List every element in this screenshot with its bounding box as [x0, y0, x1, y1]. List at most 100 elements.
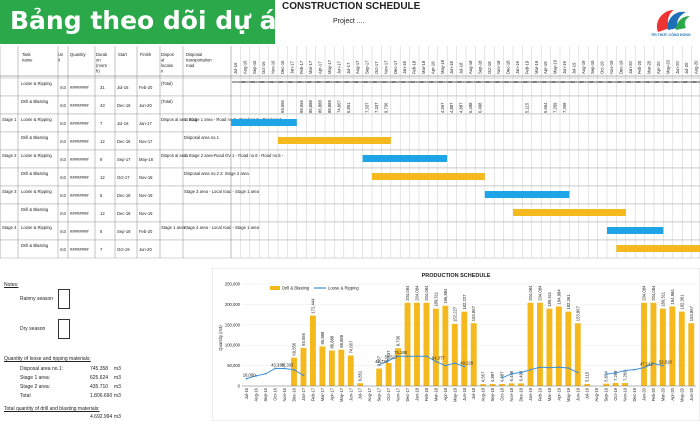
dry-season-swatch — [58, 319, 70, 339]
row-duration: 9 — [100, 157, 103, 162]
bar-drill — [546, 308, 553, 386]
row-finish: Jan-17 — [139, 121, 152, 126]
line-point — [463, 365, 466, 368]
x-tick-label: Mar-19 — [547, 387, 552, 401]
x-tick-label: Jun-18 — [462, 387, 467, 400]
bar-drill — [461, 311, 468, 386]
line-point — [444, 364, 447, 367]
row-start: Sep-19 — [117, 229, 131, 234]
row-start: Oct-17 — [117, 175, 130, 180]
bar-value-label: 7,337 — [377, 355, 382, 366]
row-duration: 43 — [100, 103, 105, 108]
table-row — [0, 185, 700, 205]
header-task-label: Task — [22, 52, 32, 57]
month-header: Jun-17 — [336, 61, 341, 74]
row-finish: Nov-19 — [139, 211, 153, 216]
month-hash: ######## — [458, 80, 472, 84]
qty-line-label: Stage 2 area: — [20, 384, 51, 390]
bar-value-label: 4,567 — [481, 371, 486, 382]
bar-drill — [414, 302, 420, 386]
bar-drill — [404, 302, 411, 386]
month-header: Nov-17 — [383, 60, 388, 74]
y-tick-label: 0 — [238, 384, 241, 389]
bar-drill — [508, 383, 515, 386]
line-point — [567, 367, 570, 369]
row-finish: May-18 — [139, 157, 154, 162]
x-tick-label: Jul-16 — [244, 387, 249, 399]
month-header: Dec-16 — [280, 60, 285, 74]
row-unit: m3 — [60, 85, 66, 90]
month-total: 74,667 — [336, 100, 341, 113]
month-header: Jan-17 — [289, 61, 294, 74]
bar-value-label: 6,498 — [519, 370, 524, 381]
table-row — [0, 167, 700, 187]
bar-value-label: 204,084 — [414, 285, 419, 301]
line-point — [643, 366, 645, 369]
row-task: Drill & Blasting — [21, 207, 49, 212]
bar-value-label: 182,361 — [679, 294, 684, 310]
row-task: Drill & Blasting — [21, 171, 49, 176]
x-tick-label: Feb-20 — [651, 387, 656, 401]
schedule-table: Task name Un it Quantity Durati on (mont h) Start… — [0, 46, 700, 264]
bar-drill — [338, 349, 345, 386]
line-point — [406, 355, 409, 358]
line-point — [453, 362, 456, 365]
notes-label: Notes: — [4, 282, 19, 288]
month-hash: ######## — [260, 80, 274, 84]
x-tick-label: Dec-19 — [632, 387, 637, 401]
legend-label: Drill & Blasting — [282, 286, 310, 291]
bar-drill — [310, 315, 316, 386]
x-tick-label: Oct-18 — [500, 387, 505, 400]
row-qty: ######## — [70, 139, 89, 144]
month-total: 6,851 — [346, 102, 351, 113]
bar-drill — [451, 323, 458, 386]
row-disposal: Stage 1 area — [161, 225, 186, 230]
bar-drill — [357, 383, 364, 386]
qty-line-value: 435.710 — [90, 384, 109, 390]
bar-value-label: 7,269 — [623, 370, 628, 381]
y-tick-label: 100,000 — [225, 343, 241, 348]
line-point — [387, 359, 390, 362]
bar-drill — [395, 348, 401, 386]
qty-line-label: Total — [20, 393, 31, 399]
bar-value-label: 5,115 — [585, 371, 590, 382]
month-hash: ######## — [561, 80, 575, 84]
row-duration: 6 — [100, 229, 103, 234]
header-dispo-label: al — [161, 58, 164, 63]
line-point — [605, 373, 608, 376]
month-header: Jul-18 — [459, 62, 464, 74]
header-unit-label: Un — [58, 52, 64, 57]
gantt-bar — [231, 119, 297, 126]
banner-title: Bảng theo dõi dự án — [10, 6, 295, 35]
month-hash: ######## — [467, 80, 481, 84]
month-hash: ######## — [439, 80, 453, 84]
x-tick-label: Feb-18 — [424, 387, 429, 401]
month-header: Aug-20 — [694, 60, 699, 74]
month-total: 4,567 — [440, 102, 445, 113]
row-qty: ######## — [70, 103, 89, 108]
qty-line-value: 745.358 — [90, 366, 109, 372]
row-qty: ######## — [70, 121, 89, 126]
x-tick-label: Apr-20 — [670, 387, 675, 400]
qty-line-unit: m3 — [114, 384, 121, 390]
row-qty: ######## — [70, 175, 89, 180]
header-dur-label: h) — [96, 69, 100, 74]
row-finish: Nov-18 — [139, 175, 153, 180]
bar-value-label: 172,444 — [310, 298, 315, 314]
chart-ylabel: Quantity (m3) — [218, 325, 223, 351]
x-tick-label: Aug-17 — [367, 387, 372, 401]
row-route: Disposal area no.2 2: Stage 2 area — [184, 171, 249, 176]
production-chart: PRODUCTION SCHEDULE Quantity (m3) 0 50,000 1… — [211, 267, 700, 422]
row-unit: m3 — [60, 229, 66, 234]
bar-value-label: 204,084 — [641, 285, 646, 301]
row-disposal: (Total) — [161, 81, 173, 86]
month-total: 9,736 — [383, 102, 388, 113]
month-header: May-17 — [327, 59, 332, 74]
month-total: 5,654 — [543, 102, 548, 113]
line-value-label: 52,818 — [659, 360, 672, 365]
legend-label: Loose & Ripping — [328, 286, 359, 291]
y-tick-label: 150,000 — [225, 322, 241, 327]
month-header: Apr-17 — [318, 61, 323, 74]
month-hash: ######## — [542, 80, 556, 84]
x-tick-label: May-18 — [452, 387, 457, 402]
